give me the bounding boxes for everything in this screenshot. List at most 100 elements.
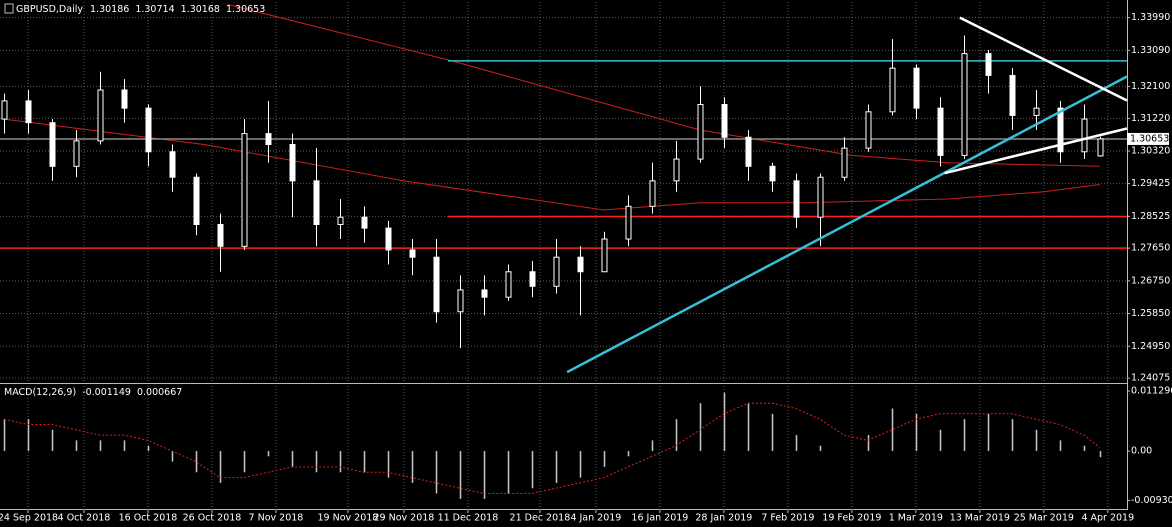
candle-body (649, 180, 656, 207)
y-tick-label: 1.32100 (1131, 81, 1170, 92)
y-tick-label: 0.011296 (1131, 386, 1172, 397)
candle-body (721, 104, 728, 138)
x-tick-label: 11 Dec 2018 (438, 513, 499, 524)
candle-body (121, 89, 128, 109)
candle-body (841, 147, 848, 178)
candle-body (937, 107, 944, 156)
close-value: 1.30653 (226, 4, 265, 15)
candle-body (169, 151, 176, 178)
open-value: 1.30186 (90, 4, 129, 15)
y-tick-label: 1.31220 (1131, 113, 1170, 124)
candle-body (97, 89, 104, 142)
candle-body (25, 100, 32, 124)
x-tick-label: 4 Apr 2019 (1081, 513, 1134, 524)
candle-body (817, 176, 824, 218)
candle-body (769, 165, 776, 182)
y-tick-label: 1.33990 (1131, 12, 1170, 23)
x-tick-label: 21 Dec 2018 (510, 513, 571, 524)
candle-body (985, 53, 992, 76)
candle-body (1, 100, 8, 120)
macd-value: -0.001149 (82, 387, 131, 398)
low-value: 1.30168 (181, 4, 220, 15)
y-tick-label: 1.30320 (1131, 146, 1170, 157)
x-tick-label: 24 Sep 2018 (0, 513, 58, 524)
trend-line (944, 127, 1128, 175)
trend-line (959, 16, 1128, 102)
candle-body (385, 227, 392, 251)
candle-body (889, 67, 896, 113)
x-tick-label: 16 Oct 2018 (119, 513, 178, 524)
candle-body (601, 238, 608, 273)
candle-body (1097, 138, 1104, 157)
candle-body (745, 136, 752, 167)
chart-icon (4, 3, 14, 14)
candle-body (1009, 74, 1016, 116)
macd-title: MACD(12,26,9) (4, 387, 76, 398)
candle-body (217, 223, 224, 247)
candle-body (361, 216, 368, 229)
macd-header: MACD(12,26,9) -0.001149 0.000667 (4, 387, 182, 398)
x-tick-label: 7 Nov 2018 (249, 513, 304, 524)
y-tick-label: 1.24075 (1131, 373, 1170, 384)
candle-body (73, 140, 80, 167)
candle-body (193, 176, 200, 225)
candle-body (481, 289, 488, 298)
candle-body (1057, 107, 1064, 153)
candle-body (337, 216, 344, 225)
moving-average (3, 118, 1100, 211)
candle-body (625, 205, 632, 240)
x-tick-label: 19 Feb 2019 (822, 513, 881, 524)
candle-body (673, 158, 680, 182)
y-tick-label: 1.33090 (1131, 45, 1170, 56)
x-tick-label: 26 Oct 2018 (183, 513, 242, 524)
price-label: 1.30653 (1130, 133, 1169, 144)
candle-body (553, 256, 560, 287)
x-tick-label: 1 Mar 2019 (889, 513, 943, 524)
price-label-box (1127, 132, 1169, 145)
candle-body (265, 133, 272, 146)
candle-body (49, 122, 56, 167)
y-tick-label: 0.00 (1131, 446, 1152, 457)
signal-line (3, 402, 1101, 494)
y-tick-label: -0.009306 (1131, 495, 1172, 506)
y-tick-label: 1.29425 (1131, 178, 1170, 189)
candle-body (1081, 118, 1088, 153)
candle-body (793, 180, 800, 218)
y-tick-label: 1.28525 (1131, 211, 1170, 222)
y-tick-label: 1.26750 (1131, 275, 1170, 286)
candle-body (529, 271, 536, 287)
candle-body (457, 289, 464, 313)
header: GBPUSD,Daily 1.30186 1.30714 1.30168 1.3… (16, 4, 265, 15)
x-tick-label: 19 Nov 2018 (318, 513, 379, 524)
candle-body (577, 256, 584, 273)
candle-body (433, 256, 440, 313)
candle-body (289, 144, 296, 182)
x-tick-label: 4 Jan 2019 (570, 513, 621, 524)
x-tick-label: 29 Nov 2018 (373, 513, 434, 524)
x-tick-label: 7 Feb 2019 (761, 513, 814, 524)
candle-body (145, 107, 152, 153)
x-tick-label: 25 Mar 2019 (1014, 513, 1074, 524)
y-tick-label: 1.27650 (1131, 243, 1170, 254)
moving-average (227, 4, 1100, 167)
y-tick-label: 1.24950 (1131, 341, 1170, 352)
candle-body (865, 111, 872, 149)
candle-body (697, 104, 704, 160)
x-tick-label: 13 Mar 2019 (950, 513, 1010, 524)
candle-body (505, 271, 512, 298)
candle-body (913, 67, 920, 109)
candle-body (1033, 107, 1040, 116)
candle-body (409, 249, 416, 258)
candle-body (961, 53, 968, 156)
x-tick-label: 4 Oct 2018 (58, 513, 111, 524)
symbol: GBPUSD,Daily (16, 4, 83, 15)
high-value: 1.30714 (135, 4, 174, 15)
trend-line (566, 75, 1128, 374)
candle-body (241, 133, 248, 247)
x-tick-label: 28 Jan 2019 (695, 513, 752, 524)
candle-body (313, 180, 320, 225)
signal-value: 0.000667 (137, 387, 182, 398)
